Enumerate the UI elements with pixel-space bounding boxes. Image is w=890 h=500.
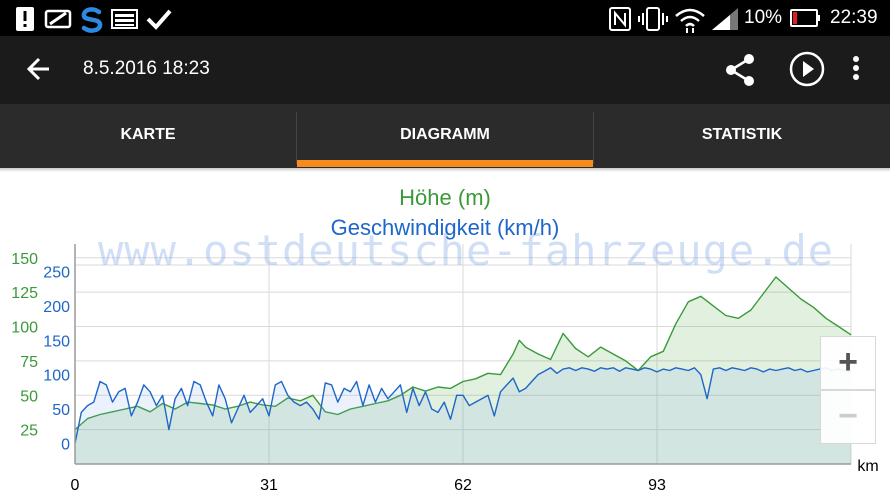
battery-percent: 10% [744,7,783,28]
app-bar: 8.5.2016 18:23 [0,36,890,104]
play-icon[interactable] [788,50,826,88]
y-tick-label-right: 200 [43,299,70,316]
chart-title: Höhe (m) [399,185,491,210]
x-tick-label: 0 [71,477,80,494]
battery-saver-icon [44,9,72,29]
signal-icon [712,8,738,30]
y-tick-label-right: 0 [61,436,70,453]
y-tick-label-left: 75 [20,354,38,371]
tab-statistik[interactable]: STATISTIK [701,126,783,143]
image-icon [111,9,138,29]
y-tick-label-right: 100 [43,368,70,385]
share-icon[interactable] [722,52,758,88]
clock: 22:39 [830,7,878,28]
y-tick-label-right: 50 [52,402,70,419]
x-axis-unit-label: km [857,458,878,475]
tab-diagramm[interactable]: DIAGRAMM [400,126,490,143]
series-area-1 [75,367,851,464]
x-tick-label: 93 [648,477,666,494]
tab-karte[interactable]: KARTE [120,126,176,143]
series-line-0 [74,276,852,431]
y-tick-label-left: 125 [11,285,38,302]
battery-low-icon [790,9,820,27]
vibrate-icon [638,7,668,31]
zoom-in-button[interactable]: + [820,336,876,390]
series-line-1 [74,367,852,444]
tab-indicator [297,160,593,167]
tab-divider [296,112,297,164]
swype-icon [81,7,103,33]
wifi-icon [675,8,705,33]
check-icon [146,9,172,30]
status-bar: 10% 22:39 [0,0,890,36]
more-vert-icon[interactable] [850,54,862,84]
back-arrow-icon[interactable] [24,54,54,84]
y-tick-label-left: 100 [11,320,38,337]
x-tick-label: 31 [260,477,278,494]
series-area-0 [75,277,851,464]
y-tick-label-right: 250 [43,265,70,282]
zoom-out-button[interactable]: − [820,390,876,444]
x-tick-label: 62 [454,477,472,494]
tab-bar: KARTE DIAGRAMM STATISTIK [0,104,890,168]
tab-shadow [0,168,890,172]
watermark-text: www.ostdeutsche-fahrzeuge.de [98,226,835,275]
alert-icon [16,7,34,31]
chart-subtitle: Geschwindigkeit (km/h) [330,215,560,240]
y-tick-label-right: 150 [43,333,70,350]
tab-divider [593,112,594,164]
y-tick-label-left: 150 [11,251,38,268]
y-tick-label-left: 25 [20,423,38,440]
y-tick-label-left: 50 [20,388,38,405]
nfc-icon [609,7,631,31]
page-title: 8.5.2016 18:23 [83,58,210,79]
